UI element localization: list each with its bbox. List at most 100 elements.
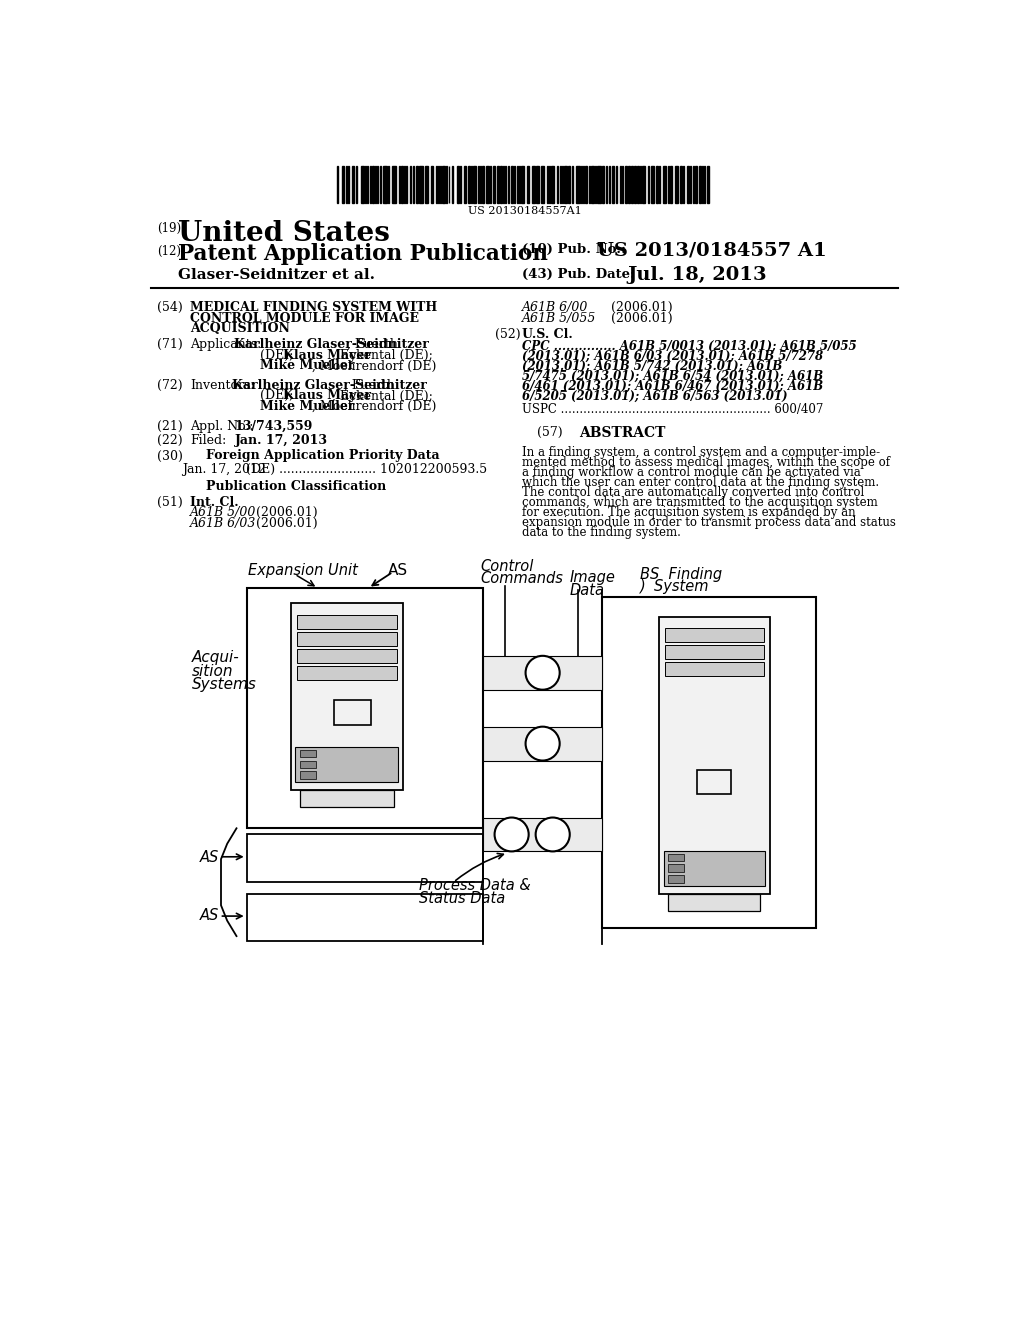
Bar <box>334 701 372 725</box>
Text: US 20130184557A1: US 20130184557A1 <box>468 206 582 216</box>
Text: U.S. Cl.: U.S. Cl. <box>521 327 572 341</box>
Bar <box>483 817 602 851</box>
Bar <box>419 166 423 203</box>
Bar <box>493 166 495 203</box>
Bar <box>247 834 483 882</box>
Text: CPC ............... A61B 5/0013 (2013.01); A61B 5/055: CPC ............... A61B 5/0013 (2013.01… <box>521 341 856 354</box>
Text: USPC ........................................................ 600/407: USPC ...................................… <box>521 404 823 416</box>
Text: StD: StD <box>542 828 564 841</box>
Text: data to the finding system.: data to the finding system. <box>521 527 681 540</box>
Text: Jul. 18, 2013: Jul. 18, 2013 <box>628 267 768 284</box>
Text: (51): (51) <box>158 496 183 508</box>
Bar <box>521 166 524 203</box>
Text: ACQUISITION: ACQUISITION <box>190 322 290 335</box>
Text: a finding workflow a control module can be activated via: a finding workflow a control module can … <box>521 466 860 479</box>
Text: , Fuerth: , Fuerth <box>346 338 397 351</box>
Text: , Eckental (DE);: , Eckental (DE); <box>332 348 433 362</box>
Text: A61B 5/055: A61B 5/055 <box>521 312 596 325</box>
Text: Karlheinz Glaser-Seidnitzer: Karlheinz Glaser-Seidnitzer <box>234 338 429 351</box>
Text: A61B 6/00: A61B 6/00 <box>521 301 588 314</box>
Bar <box>247 894 483 941</box>
Text: mented method to assess medical images, within the scope of: mented method to assess medical images, … <box>521 457 890 470</box>
Bar <box>383 166 384 203</box>
Text: Int. Cl.: Int. Cl. <box>190 496 239 508</box>
Bar <box>431 166 433 203</box>
Bar <box>551 166 554 203</box>
Bar <box>669 894 761 911</box>
Text: (10) Pub. No.:: (10) Pub. No.: <box>521 243 626 256</box>
Text: (DE);: (DE); <box>260 389 297 403</box>
Text: for execution. The acquisition system is expanded by an: for execution. The acquisition system is… <box>521 507 855 520</box>
Bar <box>665 628 764 642</box>
Text: commands, which are transmitted to the acquisition system: commands, which are transmitted to the a… <box>521 496 878 510</box>
Bar <box>385 166 387 203</box>
Text: (2013.01); A61B 5/742 (2013.01); A61B: (2013.01); A61B 5/742 (2013.01); A61B <box>521 360 782 374</box>
Bar <box>642 166 645 203</box>
Bar <box>669 875 684 883</box>
Text: A61B 6/03: A61B 6/03 <box>190 517 256 531</box>
Text: Applicants:: Applicants: <box>190 338 261 351</box>
Text: 6/461 (2013.01); A61B 6/467 (2013.01); A61B: 6/461 (2013.01); A61B 6/467 (2013.01); A… <box>521 380 823 393</box>
Text: Patent Application Publication: Patent Application Publication <box>178 243 548 265</box>
Bar <box>464 166 466 203</box>
Text: ABSTRACT: ABSTRACT <box>580 426 666 441</box>
Text: Image: Image <box>569 570 615 585</box>
Text: Inventors:: Inventors: <box>190 379 255 392</box>
Bar <box>425 166 428 203</box>
Bar <box>297 615 397 628</box>
Text: BD: BD <box>532 665 553 680</box>
Text: (21): (21) <box>158 420 183 433</box>
Text: (2013.01); A61B 6/03 (2013.01); A61B 5/7278: (2013.01); A61B 6/03 (2013.01); A61B 5/7… <box>521 350 823 363</box>
Text: PD: PD <box>502 828 521 841</box>
Bar <box>602 166 604 203</box>
Text: The control data are automatically converted into control: The control data are automatically conve… <box>521 487 864 499</box>
Text: Appl. No.:: Appl. No.: <box>190 420 253 433</box>
Bar <box>297 632 397 645</box>
Text: In a finding system, a control system and a computer-imple-: In a finding system, a control system an… <box>521 446 880 459</box>
Bar <box>247 589 483 829</box>
Bar <box>441 166 444 203</box>
Bar <box>664 166 666 203</box>
Bar <box>637 166 640 203</box>
Text: Jan. 17, 2012: Jan. 17, 2012 <box>182 463 266 477</box>
Bar <box>577 166 581 203</box>
Bar <box>628 166 630 203</box>
Bar <box>602 597 816 928</box>
Bar <box>360 166 364 203</box>
Text: Karlheinz Glaser-Seidnitzer: Karlheinz Glaser-Seidnitzer <box>231 379 427 392</box>
Text: United States: United States <box>178 220 390 247</box>
Circle shape <box>525 726 560 760</box>
Text: (12): (12) <box>158 244 181 257</box>
Text: expansion module in order to transmit process data and status: expansion module in order to transmit pr… <box>521 516 896 529</box>
Text: (DE) ......................... 102012200593.5: (DE) ......................... 102012200… <box>246 463 487 477</box>
Text: Commands: Commands <box>480 572 563 586</box>
Text: (54): (54) <box>158 301 183 314</box>
Bar <box>297 649 397 663</box>
Circle shape <box>495 817 528 851</box>
Text: Publication Classification: Publication Classification <box>206 480 386 494</box>
Text: AS: AS <box>200 908 219 924</box>
Text: Jan. 17, 2013: Jan. 17, 2013 <box>234 434 328 447</box>
Bar <box>675 166 678 203</box>
Bar <box>701 166 703 203</box>
Bar <box>563 166 566 203</box>
Text: Process Data &: Process Data & <box>419 878 530 894</box>
Text: (57): (57) <box>538 426 563 440</box>
Bar <box>352 166 354 203</box>
Text: S: S <box>708 772 720 792</box>
Text: , Fuerth: , Fuerth <box>344 379 395 392</box>
Text: , Eckental (DE);: , Eckental (DE); <box>332 389 433 403</box>
Bar <box>297 665 397 680</box>
Bar <box>670 166 672 203</box>
Bar <box>527 166 529 203</box>
Bar <box>651 166 654 203</box>
Text: E: E <box>347 704 358 722</box>
Bar <box>342 166 344 203</box>
Text: (52): (52) <box>495 327 520 341</box>
Text: , Moehrendorf (DE): , Moehrendorf (DE) <box>311 400 436 413</box>
Text: Glaser-Seidnitzer et al.: Glaser-Seidnitzer et al. <box>178 268 376 281</box>
Bar <box>625 166 627 203</box>
Bar <box>468 166 470 203</box>
Circle shape <box>536 817 569 851</box>
Bar <box>664 851 765 886</box>
